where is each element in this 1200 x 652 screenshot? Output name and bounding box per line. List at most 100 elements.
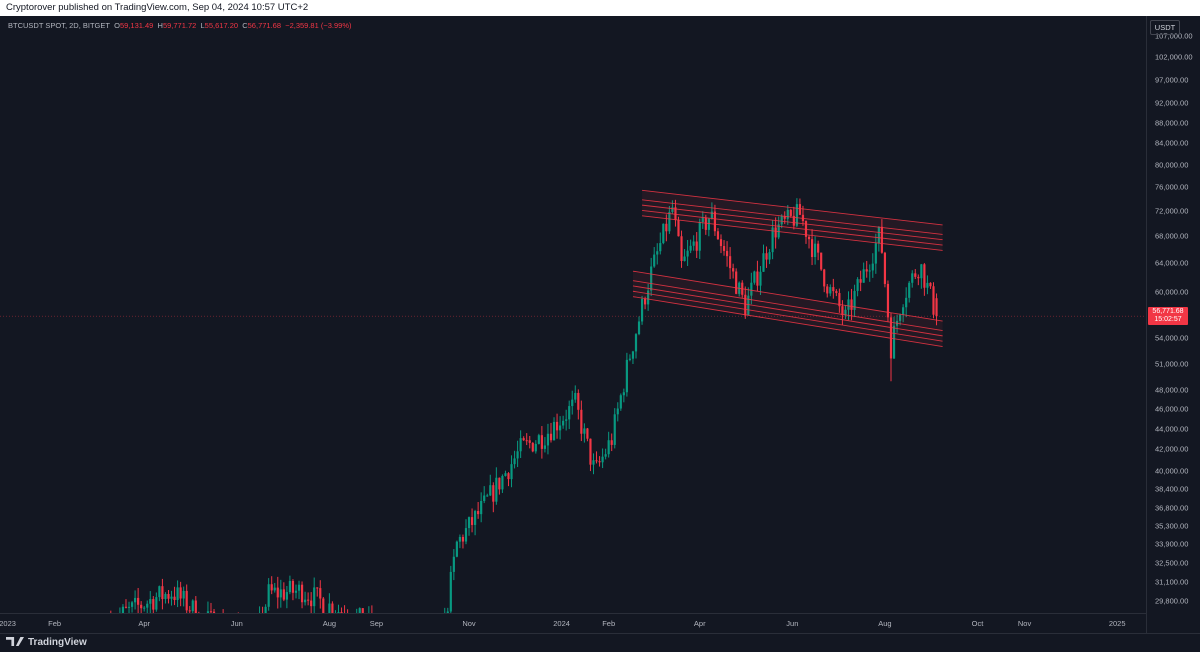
candle-body [161,586,163,599]
candle [304,592,306,606]
candle-body [158,586,160,597]
candle [592,453,594,474]
candle [189,606,191,613]
candle-body [884,253,886,284]
candle-body [589,439,591,465]
candle [474,510,476,535]
candle [477,502,479,519]
candle-body [495,478,497,502]
candle [283,582,285,601]
candle [756,261,758,291]
candle [274,583,276,593]
currency-button[interactable]: USDT [1150,20,1180,35]
candle-body [167,594,169,599]
lower-channel-line [633,286,943,336]
candle [465,519,467,544]
candle [368,606,370,613]
candle [729,247,731,279]
publisher-bar: Cryptorover published on TradingView.com… [0,0,1200,16]
candle [823,269,825,292]
candle [520,430,522,458]
candle [186,584,188,613]
candle-body [565,419,567,420]
candle-body [517,451,519,458]
candle [462,535,464,549]
candle-body [577,393,579,410]
candle-body [547,434,549,446]
candle-body [717,231,719,239]
candle [617,402,619,421]
candle-body [814,244,816,257]
candle [917,274,919,285]
candle [589,438,591,471]
candle-body [902,307,904,315]
candle [826,284,828,297]
price-tick-label: 32,500.00 [1155,558,1188,567]
candle [914,269,916,279]
candle [343,605,345,613]
candle-body [465,528,467,541]
time-tick-label: Apr [694,619,706,628]
candle [814,236,816,264]
last-price-value: 56,771.68 [1148,308,1188,316]
candle [932,282,934,318]
candle [128,602,130,613]
candle-body [905,298,907,307]
candle [835,289,837,296]
candle [759,266,761,295]
candle [498,477,500,494]
candle-body [483,496,485,501]
candle [623,389,625,403]
candle [717,228,719,240]
candle-body [526,440,528,441]
high-value: 59,771.72 [163,21,196,30]
candle-body [835,291,837,293]
candle-body [152,599,154,610]
candle-body [480,501,482,514]
candle-body [592,460,594,464]
candle [765,246,767,267]
candle [137,588,139,613]
tradingview-logo[interactable]: TradingView [6,637,87,648]
descending-channel[interactable] [633,190,943,346]
candle-body [125,607,127,608]
candle [926,275,928,294]
candle-body [313,587,315,606]
candle [586,428,588,441]
candle [286,586,288,608]
time-tick-label: Oct [972,619,984,628]
candle-body [656,251,658,254]
open-value: 59,131.49 [120,21,153,30]
time-tick-label: Jun [786,619,798,628]
candle [192,599,194,613]
candle-body [617,409,619,415]
candle-body [459,537,461,542]
candle [598,456,600,466]
candle-body [811,239,813,257]
candle-body [872,264,874,271]
time-tick-label: 2024 [553,619,570,628]
candle-body [857,279,859,291]
price-chart[interactable] [0,16,1146,613]
candle [471,508,473,532]
candle-body [268,584,270,607]
candle [808,235,810,248]
price-tick-label: 64,000.00 [1155,259,1188,268]
price-tick-label: 31,100.00 [1155,578,1188,587]
candle [696,232,698,258]
candle-body [304,600,306,603]
candle-body [629,359,631,360]
candle [614,408,616,448]
candle [602,448,604,468]
chart-frame[interactable]: BTCUSDT SPOT, 2D, BITGET O59,131.49 H59,… [0,16,1200,633]
candle [167,590,169,603]
time-tick-label: Aug [323,619,336,628]
candle-body [310,601,312,607]
time-tick-label: Jun [231,619,243,628]
time-tick-label: Feb [48,619,61,628]
candle-body [173,597,175,600]
candle [316,587,318,596]
candle-body [319,588,321,598]
candle-body [520,438,522,451]
